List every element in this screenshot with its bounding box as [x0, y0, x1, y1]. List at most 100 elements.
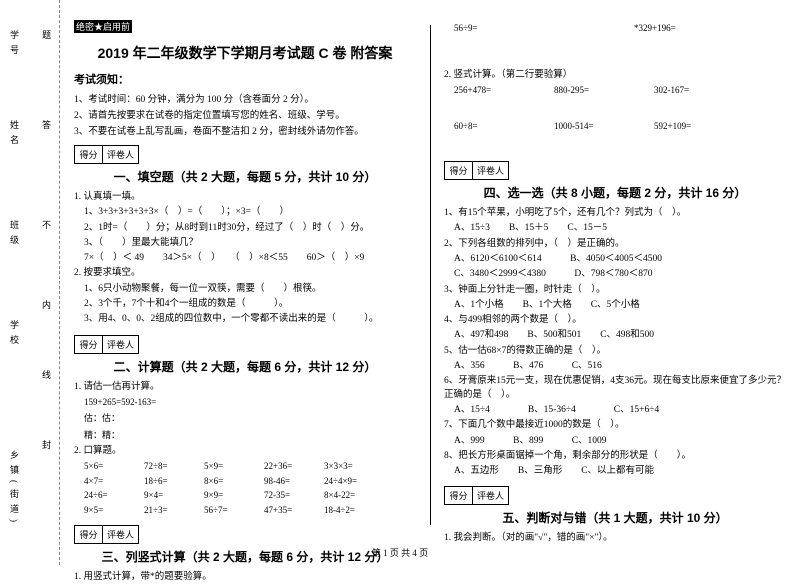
seal-char: 不 — [40, 220, 53, 229]
eq: 56÷9= — [454, 22, 554, 35]
eq: 880-295= — [554, 84, 654, 97]
q4-opts: A、五边形 B、三角形 C、以上都有可能 — [444, 465, 786, 478]
binding-margin: 学号 姓名 班级 学校 乡镇(街道) 题 答 不 内 线 封 — [0, 0, 60, 565]
q3-head: 1. 用竖式计算，带*的题要验算。 — [74, 571, 416, 584]
eq: 159+265= — [84, 397, 121, 407]
q1-line: 1、6只小动物聚餐，每一位一双筷，需要（ ）根筷。 — [74, 283, 416, 296]
section-4-title: 四、选一选（共 8 小题，每题 2 分，共计 16 分） — [444, 184, 786, 201]
notice-heading: 考试须知： — [74, 71, 416, 87]
calc-row: 5×6= 72÷8= 5×9= 22+36= 3×3×3= — [74, 460, 416, 473]
seal-char: 封 — [40, 440, 53, 449]
section-4-header: 得分 评卷人 — [444, 155, 786, 180]
notice-item: 1、考试时间：60 分钟，满分为 100 分（含卷面分 2 分）。 — [74, 91, 416, 105]
eq: 98-46= — [264, 475, 324, 488]
q1-head: 1. 认真填一填。 — [74, 191, 416, 204]
q5-line: 1. 我会判断。（对的画"√"，错的画"×"）。 — [444, 532, 786, 545]
eq: 18-4÷2= — [324, 504, 404, 517]
q4-line: 2、下列各组数的排列中，（ ）是正确的。 — [444, 238, 786, 251]
q1-line: 1、3+3+3+3+3+3×（ ）=（ ）；×3=（ ） — [74, 206, 416, 219]
eq: 9×4= — [144, 489, 204, 502]
binding-label: 学号 — [8, 30, 21, 60]
eq: 8×6= — [204, 475, 264, 488]
eq: 72-35= — [264, 489, 324, 502]
score-cell: 得分 — [445, 162, 473, 179]
eq: 精： — [84, 430, 102, 440]
seal-char: 内 — [40, 300, 53, 309]
score-box: 得分 评卷人 — [74, 335, 139, 354]
score-cell: 得分 — [445, 487, 473, 504]
q4-line: 8、把长方形桌面锯掉一个角，剩余部分的形状是（ ）。 — [444, 450, 786, 463]
q4-opts: A、999 B、899 C、1009 — [444, 435, 786, 448]
eq: 56÷7= — [204, 504, 264, 517]
q2-head: 1. 请估一估再计算。 — [74, 381, 416, 394]
exam-title: 2019 年二年级数学下学期月考试题 C 卷 附答案 — [74, 43, 416, 63]
exam-page: 学号 姓名 班级 学校 乡镇(街道) 题 答 不 内 线 封 绝密★启用前 20… — [0, 0, 800, 565]
q1-head2: 2. 按要求填空。 — [74, 267, 416, 280]
q1-line: 3、（ ）里最大能填几？ — [74, 237, 416, 250]
q4-opts: A、15÷4 B、15-36÷4 C、15+6÷4 — [444, 404, 786, 417]
q4-line: 6、牙膏原来15元一支，现在优惠促销，4支36元。现在每支比原来便宜了多少元？正… — [444, 375, 786, 402]
eq: 估： — [102, 413, 120, 423]
q4-opts: A、6120＜6100＜614 B、4050＜4005＜4500 — [444, 253, 786, 266]
eq: 21÷3= — [144, 504, 204, 517]
eq: 精： — [102, 430, 120, 440]
eq: *329+196= — [634, 22, 734, 35]
section-5-title: 五、判断对与错（共 1 大题，共计 10 分） — [444, 509, 786, 526]
score-box: 得分 评卷人 — [444, 486, 509, 505]
score-box: 得分 评卷人 — [74, 525, 139, 544]
q3-row: 256+478= 880-295= 302-167= — [444, 84, 786, 97]
q4-opts: A、1个小格 B、1个大格 C、5个小格 — [444, 299, 786, 312]
eq: 9×9= — [204, 489, 264, 502]
binding-label: 班级 — [8, 220, 21, 250]
section-5-header: 得分 评卷人 — [444, 480, 786, 505]
eq: 8×4-22= — [324, 489, 404, 502]
eq: 3×3×3= — [324, 460, 404, 473]
score-cell: 得分 — [75, 336, 103, 353]
q1-line: 2、3个千，7个十和4个一组成的数是（ ）。 — [74, 298, 416, 311]
q4-line: 3、钟面上分针走一圈，时针走（ ）。 — [444, 284, 786, 297]
q4-line: 1、有15个苹果，小明吃了5个，还有几个？列式为（ ）。 — [444, 207, 786, 220]
eq: 72÷8= — [144, 460, 204, 473]
eq: 估： — [84, 413, 102, 423]
eq: 592-163= — [121, 397, 156, 407]
q1-line: 7×（ ）＜ 49 34＞5×（ ） （ ）×8＜55 60＞（ ）×9 — [74, 252, 416, 265]
eq: 22+36= — [264, 460, 324, 473]
score-cell: 评卷人 — [103, 336, 138, 353]
column-divider — [430, 25, 431, 525]
eq: 9×5= — [84, 504, 144, 517]
eq: 5×6= — [84, 460, 144, 473]
binding-label: 学校 — [8, 320, 21, 350]
section-1-title: 一、填空题（共 2 大题，每题 5 分，共计 10 分） — [74, 168, 416, 185]
q3-head2: 2. 竖式计算。（第二行要验算） — [444, 69, 786, 82]
binding-label: 姓名 — [8, 120, 21, 150]
eq: 47+35= — [264, 504, 324, 517]
score-cell: 评卷人 — [103, 146, 138, 163]
content-area: 绝密★启用前 2019 年二年级数学下学期月考试题 C 卷 附答案 考试须知： … — [60, 0, 800, 565]
q4-opts: A、497和498 B、500和501 C、498和500 — [444, 329, 786, 342]
eq: 60÷8= — [454, 120, 554, 133]
section-1-header: 得分 评卷人 — [74, 139, 416, 164]
q3-row: 60÷8= 1000-514= 592+109= — [444, 120, 786, 133]
eq: 18÷6= — [144, 475, 204, 488]
q2-head2: 2. 口算题。 — [74, 445, 416, 458]
binding-label: 乡镇(街道) — [8, 450, 21, 528]
eq: 1000-514= — [554, 120, 654, 133]
eq: 592+109= — [654, 120, 754, 133]
secret-tag: 绝密★启用前 — [74, 20, 132, 33]
eq: 24÷6= — [84, 489, 144, 502]
eq: 24÷4×9= — [324, 475, 404, 488]
q4-opts: A、356 B、476 C、516 — [444, 360, 786, 373]
score-cell: 评卷人 — [473, 162, 508, 179]
q4-opts: C、3480＜2999＜4380 D、798＜780＜870 — [444, 268, 786, 281]
score-box: 得分 评卷人 — [74, 145, 139, 164]
left-column: 绝密★启用前 2019 年二年级数学下学期月考试题 C 卷 附答案 考试须知： … — [60, 0, 430, 565]
score-cell: 得分 — [75, 146, 103, 163]
score-cell: 评卷人 — [473, 487, 508, 504]
eq: 4×7= — [84, 475, 144, 488]
score-cell: 得分 — [75, 526, 103, 543]
q4-line: 4、与499相邻的两个数是（ ）。 — [444, 314, 786, 327]
calc-row: 4×7= 18÷6= 8×6= 98-46= 24÷4×9= — [74, 475, 416, 488]
q3-top: 56÷9= *329+196= — [444, 22, 786, 35]
seal-char: 线 — [40, 370, 53, 379]
eq: 302-167= — [654, 84, 754, 97]
